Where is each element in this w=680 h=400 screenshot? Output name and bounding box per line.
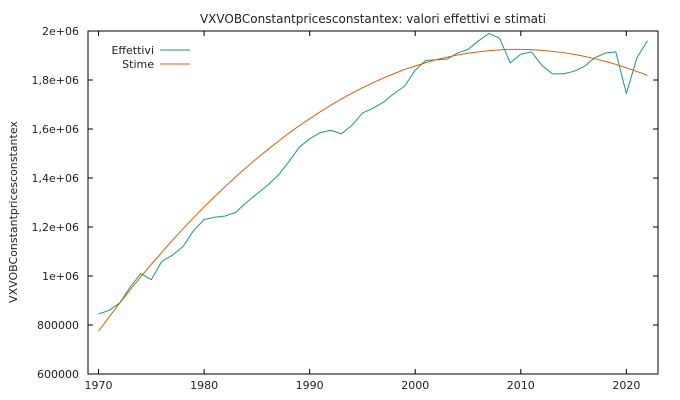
series-line-0 xyxy=(98,32,648,315)
y-tick-label: 1,8e+06 xyxy=(32,74,79,87)
legend-label: Effettivi xyxy=(111,44,154,57)
y-tick-label: 2e+06 xyxy=(42,25,79,38)
series-layer xyxy=(98,32,648,332)
x-tick-label: 2010 xyxy=(507,379,535,392)
legend-label: Stime xyxy=(122,58,154,71)
x-tick-label: 1990 xyxy=(296,379,324,392)
x-tick-label: 2000 xyxy=(401,379,429,392)
plot-frame xyxy=(87,30,659,375)
x-tick-label: 2020 xyxy=(612,379,640,392)
axis-ticks: 1970 1980 1990 2000 2010 2020 600000 800000 1e+0… xyxy=(32,25,658,392)
y-tick-label: 800000 xyxy=(37,319,79,332)
y-tick-label: 1,2e+06 xyxy=(32,221,79,234)
y-tick-label: 600000 xyxy=(37,368,79,381)
y-tick-label: 1e+06 xyxy=(42,270,79,283)
chart-title: VXVOBConstantpricesconstantex: valori ef… xyxy=(200,12,546,26)
series-line-1 xyxy=(98,48,648,332)
y-tick-label: 1,4e+06 xyxy=(32,172,79,185)
y-axis-label: VXVOBConstantpricesconstantex xyxy=(7,121,20,303)
x-tick-label: 1980 xyxy=(190,379,218,392)
y-tick-label: 1,6e+06 xyxy=(32,123,79,136)
x-tick-label: 1970 xyxy=(85,379,113,392)
